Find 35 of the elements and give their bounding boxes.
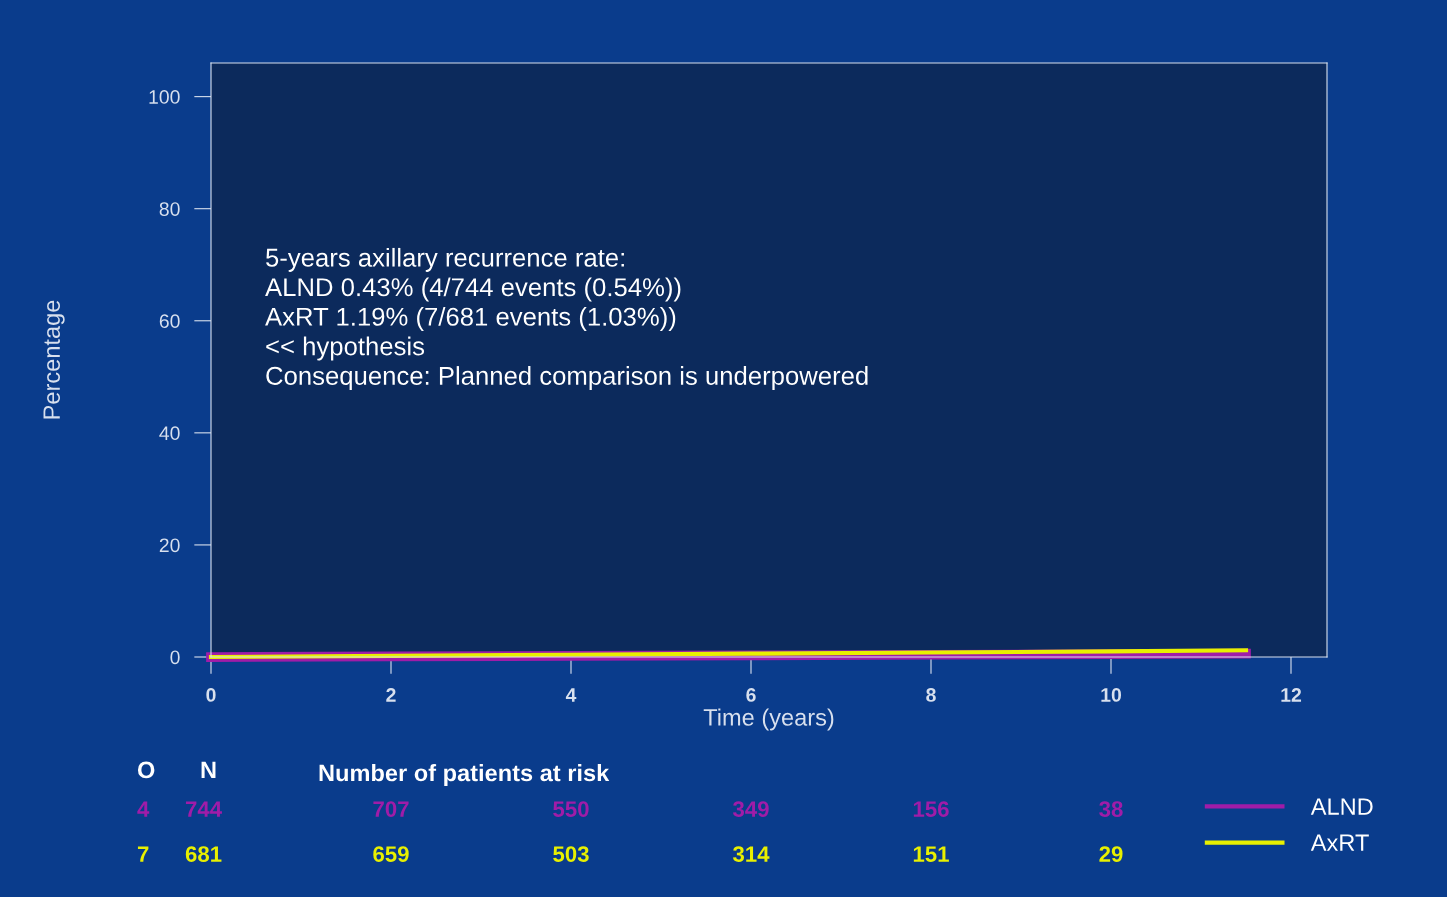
text: 744 bbox=[185, 801, 222, 817]
x-tick-label: 8 bbox=[926, 688, 936, 702]
text: N bbox=[201, 761, 216, 779]
x-axis-title: Time (years) bbox=[703, 708, 834, 731]
text: 550 bbox=[553, 801, 589, 817]
text: 7 bbox=[137, 846, 149, 862]
y-tick-label: 80 bbox=[159, 202, 180, 216]
x-tick-label: 12 bbox=[1281, 688, 1302, 702]
text: 707 bbox=[373, 801, 409, 817]
x-tick-label: 0 bbox=[206, 688, 216, 702]
text: 681 bbox=[185, 846, 222, 862]
x-tick-label: 6 bbox=[746, 688, 756, 702]
y-tick-label: 100 bbox=[149, 90, 180, 104]
text: 349 bbox=[732, 801, 769, 817]
text: 38 bbox=[1099, 801, 1123, 817]
text: Number of patients at risk bbox=[319, 763, 610, 787]
text: 29 bbox=[1099, 846, 1123, 862]
y-tick-label: 40 bbox=[159, 426, 180, 441]
y-tick-label: 20 bbox=[159, 538, 180, 553]
y-axis-title: Percentage bbox=[43, 300, 65, 419]
legend-label: ALND bbox=[1310, 798, 1373, 815]
text: O bbox=[137, 761, 155, 779]
text: 4 bbox=[137, 801, 150, 817]
text: 151 bbox=[913, 846, 949, 862]
x-tick-label: 4 bbox=[565, 688, 577, 702]
text: 314 bbox=[732, 846, 770, 862]
annotation: 5-years axillary recurrence rate: ALND 0.43% (4/744 events (0.54%)) AxRT 1.19% (7/681 events (1.03%)) << hypothesis Consequence: Planned comparison is underpowered bbox=[265, 247, 868, 391]
legend-label: AxRT bbox=[1310, 834, 1369, 851]
text: 503 bbox=[553, 846, 589, 862]
y-tick-label: 0 bbox=[170, 650, 180, 665]
y-tick-label: 60 bbox=[159, 314, 180, 329]
x-tick-label: 10 bbox=[1101, 688, 1122, 702]
x-tick-label: 2 bbox=[386, 688, 396, 702]
text: 659 bbox=[373, 846, 409, 862]
text: 156 bbox=[913, 801, 949, 817]
